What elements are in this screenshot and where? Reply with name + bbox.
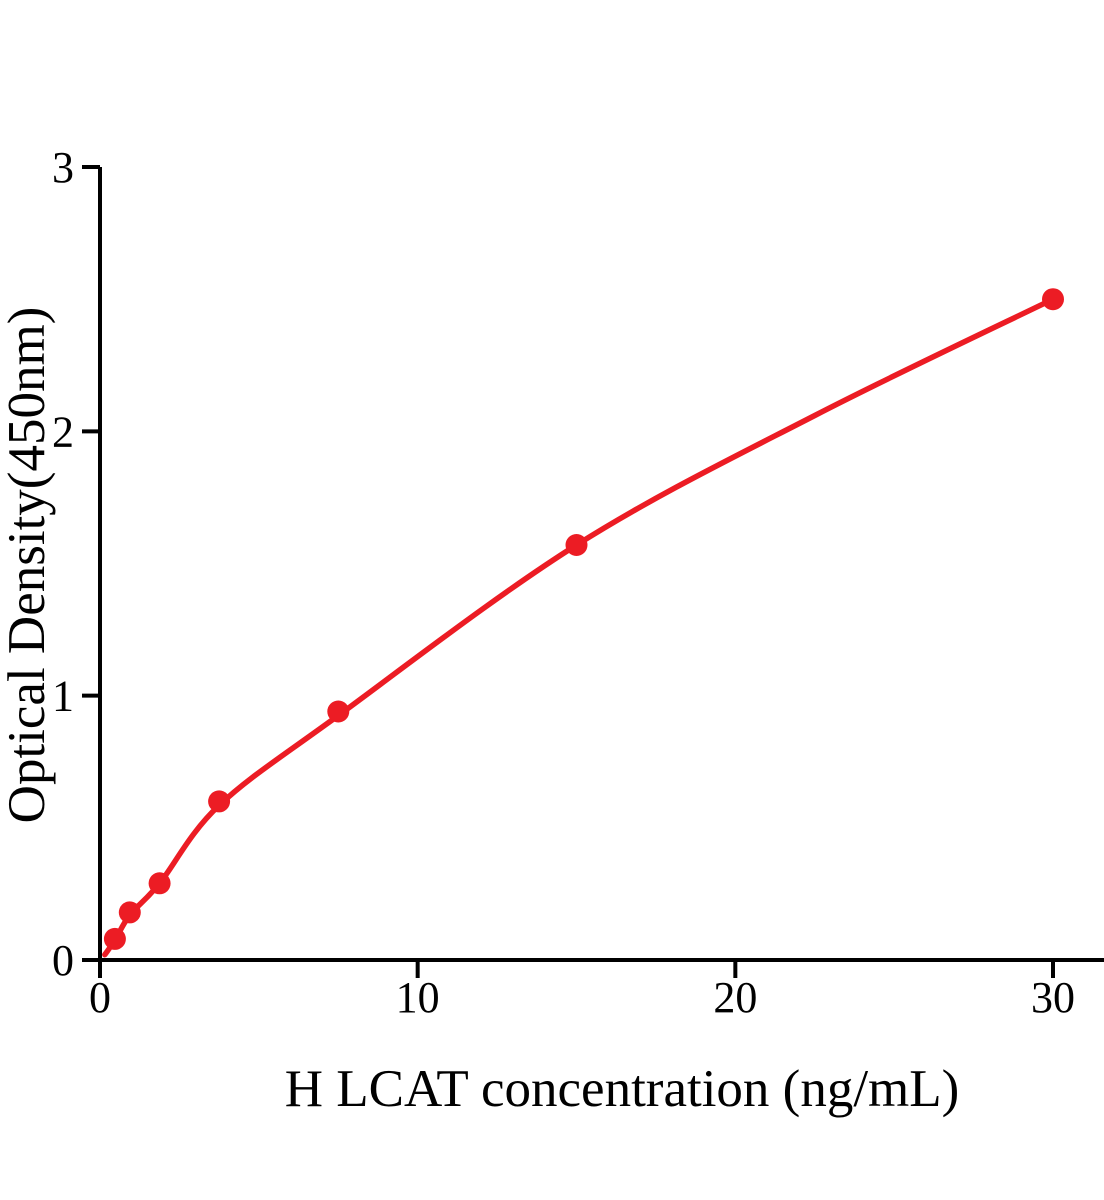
x-tick-label: 0 (89, 973, 111, 1022)
data-point-markers (103, 288, 1064, 950)
x-tick-label: 30 (1031, 973, 1075, 1022)
y-tick-label: 0 (52, 936, 74, 985)
data-point (1042, 288, 1064, 311)
axes (82, 165, 1104, 978)
y-axis-tick-labels: 0 1 2 3 (52, 143, 74, 985)
y-axis-title: Optical Density(450nm) (0, 307, 56, 824)
data-point (208, 790, 231, 813)
x-axis-tick-labels: 0 10 20 30 (89, 973, 1075, 1022)
y-axis-ticks (82, 165, 100, 962)
x-tick-label: 10 (396, 973, 440, 1022)
x-tick-label: 20 (713, 973, 757, 1022)
data-point (103, 927, 126, 950)
fit-curve-line (102, 296, 1056, 958)
series-group (102, 288, 1064, 958)
data-point (118, 901, 141, 924)
y-tick-label: 2 (52, 407, 74, 456)
y-tick-label: 3 (52, 143, 74, 192)
y-tick-label: 1 (52, 672, 74, 721)
data-point (327, 700, 350, 723)
x-axis-title: H LCAT concentration (ng/mL) (285, 1060, 960, 1118)
data-point (565, 534, 588, 556)
x-axis-ticks (98, 960, 1056, 978)
data-point (148, 872, 171, 895)
